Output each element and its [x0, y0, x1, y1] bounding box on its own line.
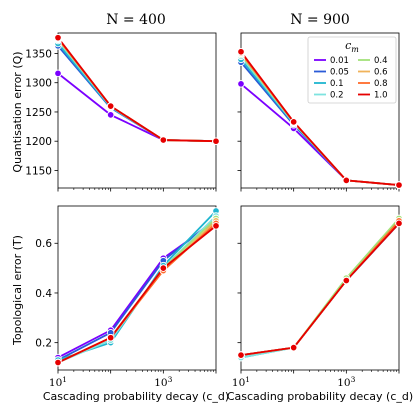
legend-label-0.1: 0.1 — [330, 79, 344, 89]
legend-label-1.0: 1.0 — [374, 91, 388, 101]
data-point-1.0 — [159, 264, 168, 272]
y-tick-label: 1200 — [25, 136, 52, 148]
series-line-0.01 — [240, 222, 400, 356]
data-point-1.0 — [395, 181, 403, 189]
data-point-1.0 — [237, 351, 245, 359]
y-tick-label: 1250 — [25, 107, 52, 119]
legend-title: cm — [345, 39, 359, 54]
data-point-1.0 — [54, 358, 62, 367]
legend: cm 0.01 0.050.1 0.2 0.4 0.60.8 1.0 — [307, 36, 397, 104]
axes-frame — [57, 32, 217, 189]
series-line-0.6 — [57, 38, 217, 143]
data-point-1.0 — [342, 276, 351, 285]
series-line-0.4 — [240, 217, 400, 356]
data-point-1.0 — [289, 343, 298, 352]
data-point-0.01 — [54, 69, 62, 78]
y-tick-label: 0.2 — [35, 337, 52, 349]
series-line-0.6 — [57, 220, 217, 364]
legend-box — [307, 36, 397, 104]
series-line-0.8 — [240, 220, 400, 356]
x-tick-label: 103 — [154, 375, 172, 389]
series-line-1.0 — [240, 222, 400, 356]
x-tick-label: 101 — [232, 375, 250, 389]
data-point-1.0 — [237, 47, 245, 56]
x-tick-label: 103 — [337, 375, 355, 389]
y-tick-label: 1350 — [25, 48, 52, 60]
series-line-0.1 — [240, 222, 400, 359]
data-point-1.0 — [289, 118, 298, 126]
series-line-0.4 — [57, 217, 217, 364]
series-line-0.05 — [240, 222, 400, 356]
data-point-0.01 — [237, 80, 245, 88]
x-axis-label-right: Cascading probability decay (c_d) — [227, 390, 413, 403]
axes-frame — [240, 205, 400, 371]
legend-label-0.2: 0.2 — [330, 91, 344, 101]
legend-label-0.6: 0.6 — [374, 68, 388, 78]
y-tick-label: 0.6 — [35, 238, 52, 250]
axes-frame — [57, 205, 217, 371]
legend-label-0.05: 0.05 — [330, 68, 349, 78]
x-tick-label: 101 — [49, 375, 67, 389]
data-point-1.0 — [395, 219, 403, 228]
data-point-1.0 — [342, 176, 351, 185]
data-point-1.0 — [212, 137, 220, 145]
series-line-0.4 — [57, 38, 217, 143]
panel-bottom-left: 0.2 0.4 0.6 101 103 — [35, 205, 220, 389]
y-tick-label: 0.4 — [35, 288, 52, 300]
data-point-1.0 — [159, 136, 168, 144]
panel-title-left: N = 400 — [106, 12, 166, 28]
series-line-0.01 — [57, 72, 217, 143]
legend-label-0.8: 0.8 — [374, 79, 388, 89]
series-line-1.0 — [240, 51, 400, 186]
x-axis-label-left: Cascading probability decay (c_d) — [43, 390, 229, 403]
series-line-1.0 — [57, 225, 217, 364]
series-line-0.8 — [57, 37, 217, 143]
legend-label-0.01: 0.01 — [330, 56, 349, 66]
data-point-1.0 — [54, 33, 62, 42]
axes-frame — [240, 32, 400, 189]
series-line-0.6 — [240, 220, 400, 356]
y-axis-label-top: Quantisation error (Q) — [11, 51, 24, 172]
panel-top-left: 1150 1200 1250 1300 1350 — [25, 32, 220, 192]
data-point-0.01 — [106, 111, 115, 119]
panel-bottom-right: 101 103 — [232, 205, 403, 389]
y-axis-label-bottom: Topological error (T) — [11, 235, 24, 346]
data-point-1.0 — [106, 102, 115, 110]
legend-label-0.4: 0.4 — [374, 56, 388, 66]
series-line-0.1 — [57, 210, 217, 361]
y-tick-label: 1300 — [25, 78, 52, 90]
panel-title-right: N = 900 — [290, 12, 350, 28]
series-line-0.2 — [240, 220, 400, 359]
panel-top-right — [237, 32, 403, 192]
data-point-1.0 — [212, 222, 220, 230]
series-line-1.0 — [57, 37, 217, 143]
y-tick-label: 1150 — [25, 165, 52, 177]
data-point-1.0 — [106, 333, 115, 342]
